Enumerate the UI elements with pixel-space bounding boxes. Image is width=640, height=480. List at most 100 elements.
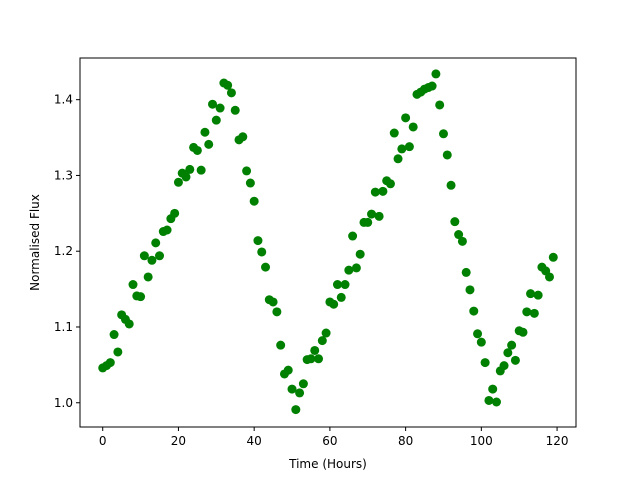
x-tick-label: 100 <box>470 434 493 448</box>
data-point <box>450 217 460 227</box>
data-point <box>105 358 115 368</box>
data-point <box>378 186 388 196</box>
data-points <box>98 69 558 415</box>
data-point <box>401 113 411 123</box>
data-point <box>548 252 558 262</box>
data-point <box>507 340 517 350</box>
data-point <box>306 354 316 364</box>
data-point <box>151 238 161 248</box>
data-point <box>242 166 252 176</box>
data-point <box>397 144 407 154</box>
data-point <box>147 255 157 265</box>
x-tick-label: 60 <box>322 434 337 448</box>
data-point <box>332 280 342 290</box>
data-point <box>488 384 498 394</box>
data-point <box>476 337 486 347</box>
x-axis-label: Time (Hours) <box>288 457 367 471</box>
data-point <box>181 172 191 182</box>
x-axis-ticks: 0 20 40 60 80 100 120 <box>99 427 569 448</box>
data-point <box>408 122 418 132</box>
data-point <box>457 236 467 246</box>
data-point <box>469 306 479 316</box>
data-point <box>314 354 324 364</box>
data-point <box>533 290 543 300</box>
x-tick-label: 20 <box>171 434 186 448</box>
data-point <box>344 265 354 275</box>
data-point <box>162 225 172 235</box>
data-point <box>268 297 278 307</box>
data-point <box>427 81 437 91</box>
data-point <box>393 154 403 164</box>
data-point <box>522 307 532 317</box>
x-tick-label: 120 <box>546 434 569 448</box>
data-point <box>367 209 377 219</box>
y-tick-label: 1.4 <box>54 93 73 107</box>
data-point <box>230 105 240 115</box>
y-axis-ticks: 1.0 1.1 1.2 1.3 1.4 <box>54 93 80 410</box>
data-point <box>329 299 339 309</box>
data-point <box>261 262 271 272</box>
data-point <box>245 178 255 188</box>
data-point <box>438 129 448 139</box>
data-point <box>317 336 327 346</box>
data-point <box>109 330 119 340</box>
data-point <box>355 249 365 259</box>
data-point <box>211 115 221 125</box>
data-point <box>484 395 494 405</box>
y-tick-label: 1.0 <box>54 396 73 410</box>
data-point <box>340 280 350 290</box>
data-point <box>113 347 123 357</box>
data-point <box>499 361 509 371</box>
y-tick-label: 1.3 <box>54 168 73 182</box>
data-point <box>226 88 236 98</box>
data-point <box>526 289 536 299</box>
data-point <box>173 177 183 187</box>
data-point <box>257 247 267 257</box>
data-point <box>192 145 202 155</box>
data-point <box>139 251 149 261</box>
data-point <box>529 308 539 318</box>
data-point <box>351 263 361 273</box>
data-point <box>185 164 195 174</box>
data-point <box>473 329 483 339</box>
y-axis-label: Normalised Flux <box>28 194 42 291</box>
data-point <box>385 179 395 189</box>
data-point <box>321 328 331 338</box>
plot-frame <box>79 57 577 428</box>
data-point <box>276 340 286 350</box>
data-point <box>544 272 554 282</box>
data-point <box>295 388 305 398</box>
data-point <box>143 272 153 282</box>
data-point <box>374 211 384 221</box>
x-tick-label: 80 <box>398 434 413 448</box>
data-point <box>136 292 146 302</box>
data-point <box>510 355 520 365</box>
data-point <box>518 327 528 337</box>
x-tick-label: 0 <box>99 434 107 448</box>
data-point <box>310 345 320 355</box>
data-point <box>431 69 441 79</box>
data-point <box>291 405 301 415</box>
data-point <box>238 132 248 142</box>
data-point <box>442 150 452 160</box>
data-point <box>215 103 225 113</box>
data-point <box>503 348 513 358</box>
data-point <box>389 128 399 138</box>
data-point <box>363 217 373 227</box>
data-point <box>348 231 358 241</box>
data-point <box>128 280 138 290</box>
y-tick-label: 1.1 <box>54 320 73 334</box>
data-point <box>435 100 445 110</box>
data-point <box>249 196 259 206</box>
data-point <box>196 165 206 175</box>
data-point <box>336 292 346 302</box>
data-point <box>287 384 297 394</box>
data-point <box>155 251 165 261</box>
y-tick-label: 1.2 <box>54 244 73 258</box>
data-point <box>200 127 210 137</box>
data-point <box>283 365 293 375</box>
x-tick-label: 40 <box>247 434 262 448</box>
data-point <box>298 379 308 389</box>
data-point <box>404 142 414 152</box>
